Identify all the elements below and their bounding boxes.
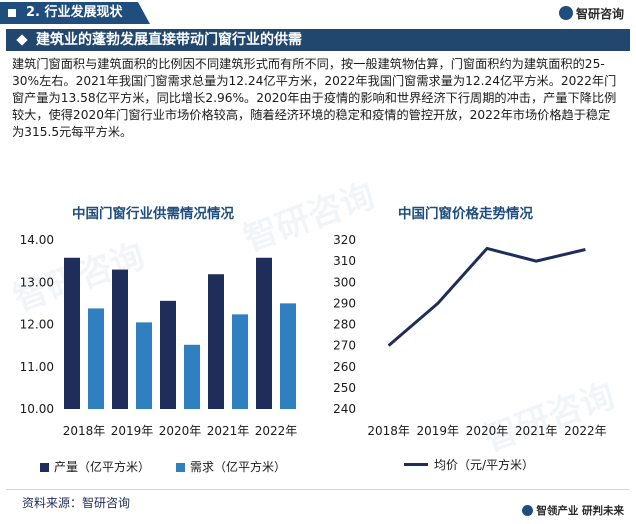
bar-production [208, 274, 224, 409]
x-tick-label: 2022年 [564, 424, 607, 438]
bar-production [160, 301, 176, 409]
x-tick-label: 2019年 [417, 424, 460, 438]
y-tick-label: 290 [333, 296, 356, 310]
headline-banner: 建筑业的蓬勃发展直接带动门窗行业的供需 [6, 29, 630, 51]
y-tick-label: 260 [333, 360, 356, 374]
legend-label-demand: 需求（亿平方米） [190, 460, 286, 474]
square-icon [8, 9, 16, 17]
bar-demand [88, 308, 104, 409]
bar-demand [184, 345, 200, 409]
legend-label-production: 产量（亿平方米） [54, 460, 150, 474]
x-tick-label: 2018年 [367, 424, 410, 438]
top-bar: 2. 行业发展现状 智研咨询 [0, 0, 636, 28]
line-chart: 320 310 300 290 280 270 260 250 240 2018年 2019年 202… [320, 228, 620, 458]
y-tick-label: 310 [333, 254, 356, 268]
section-label: 2. 行业发展现状 [26, 5, 123, 20]
bar-production [256, 258, 272, 409]
footer-brand: 智领产业 研判未来 [522, 503, 624, 518]
x-tick-label: 2020年 [466, 424, 509, 438]
legend-swatch-demand [176, 463, 185, 472]
y-tick-label: 13.00 [20, 275, 54, 289]
x-tick-label: 2022年 [255, 424, 298, 438]
bar-legend-demand: 需求（亿平方米） [176, 458, 286, 475]
bar-production [112, 270, 128, 409]
y-tick-label: 14.00 [20, 233, 54, 247]
y-tick-label: 12.00 [20, 318, 54, 332]
legend-swatch-production [40, 463, 49, 472]
bar-legend-production: 产量（亿平方米） [40, 458, 150, 475]
diamond-icon [16, 34, 27, 45]
section-tag: 2. 行业发展现状 [0, 2, 150, 24]
x-tick-label: 2019年 [111, 424, 154, 438]
legend-swatch-price [404, 463, 428, 466]
line-chart-title: 中国门窗价格走势情况 [398, 202, 533, 222]
y-tick-label: 10.00 [20, 402, 54, 416]
source-note: 资料来源：智研咨询 [22, 494, 130, 511]
y-tick-label: 11.00 [20, 360, 54, 374]
line-legend: 均价（元/平方米） [404, 456, 534, 473]
footer-divider [6, 489, 630, 490]
footer-logo-icon [522, 505, 533, 516]
headline-text: 建筑业的蓬勃发展直接带动门窗行业的供需 [36, 32, 302, 48]
bar-chart: 14.00 13.00 12.00 11.00 10.00 2018年 2019年 2020年… [10, 228, 310, 458]
y-tick-label: 250 [333, 381, 356, 395]
x-tick-label: 2018年 [63, 424, 106, 438]
bar-production [64, 258, 80, 409]
x-tick-label: 2021年 [207, 424, 250, 438]
brand-logo-icon [559, 6, 573, 20]
brand-name: 智研咨询 [576, 7, 624, 21]
y-tick-label: 280 [333, 318, 356, 332]
y-tick-label: 240 [333, 402, 356, 416]
x-tick-label: 2020年 [159, 424, 202, 438]
footer-slogan: 智领产业 研判未来 [536, 505, 624, 517]
legend-label-price: 均价（元/平方米） [434, 458, 534, 472]
price-line [389, 248, 586, 345]
bar-demand [136, 322, 152, 409]
bar-chart-title: 中国门窗行业供需情况情况 [72, 202, 234, 222]
brand: 智研咨询 [559, 5, 624, 22]
body-paragraph: 建筑门窗面积与建筑面积的比例因不同建筑形式而有所不同，按一般建筑物估算，门窗面积… [12, 56, 620, 141]
y-tick-label: 300 [333, 275, 356, 289]
bar-demand [280, 303, 296, 409]
y-tick-label: 270 [333, 339, 356, 353]
x-tick-label: 2021年 [515, 424, 558, 438]
bar-demand [232, 314, 248, 409]
y-tick-label: 320 [333, 233, 356, 247]
